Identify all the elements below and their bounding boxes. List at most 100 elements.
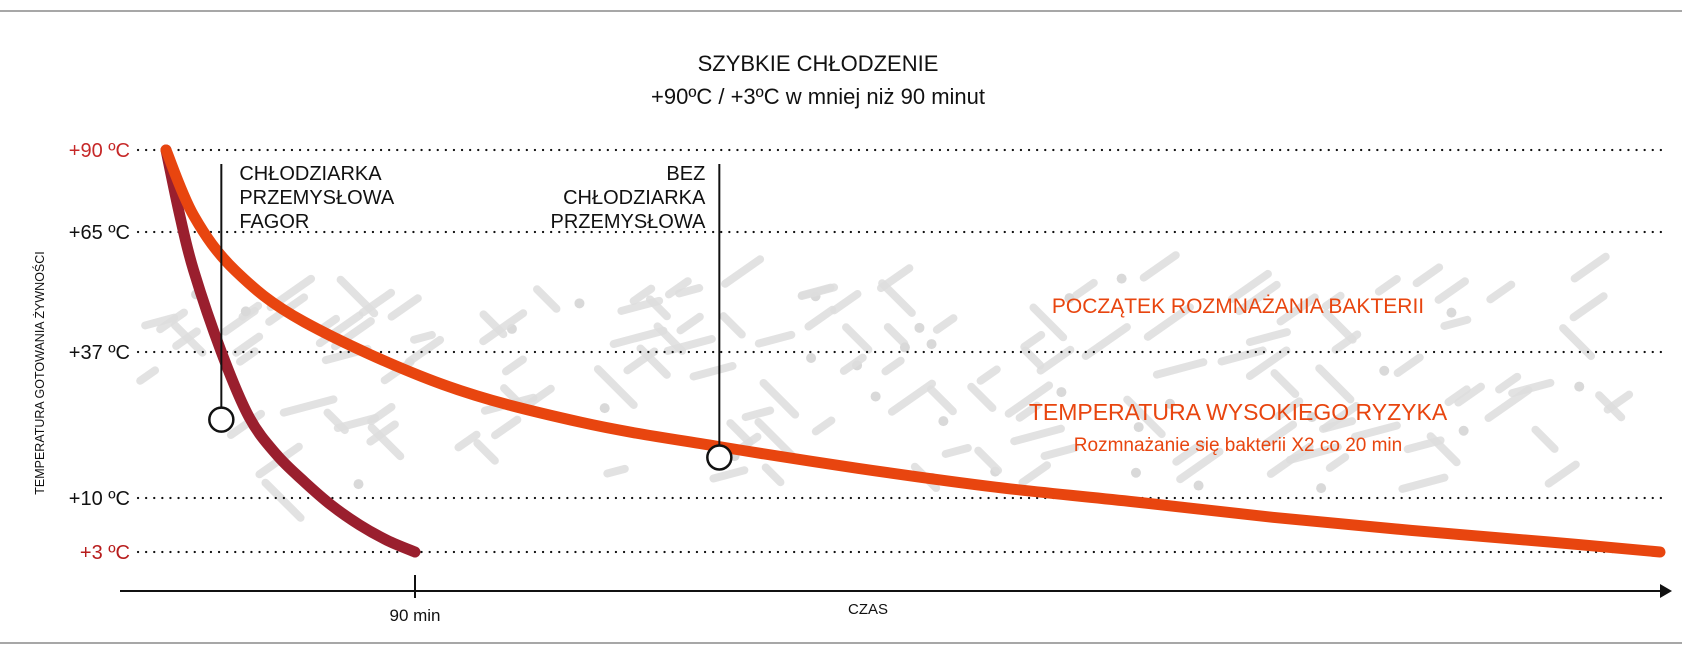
pattern-dash	[1398, 473, 1449, 493]
x-axis-label: CZAS	[848, 601, 888, 618]
pattern-dot	[599, 403, 610, 414]
pattern-dash	[404, 335, 445, 366]
pattern-dash	[1274, 397, 1304, 421]
pattern-dot	[899, 342, 910, 353]
pattern-dot	[353, 479, 364, 490]
pattern-dash	[1603, 390, 1634, 414]
chart-subtitle: +90ºC / +3ºC w mniej niż 90 minut	[651, 84, 985, 109]
pattern-dash	[1321, 291, 1345, 311]
pattern-dash	[721, 255, 765, 288]
pattern-dash	[1245, 328, 1291, 347]
pattern-dot	[1458, 425, 1469, 436]
pattern-dash	[830, 290, 862, 315]
marker-label-line: PRZEMYSŁOWA	[550, 211, 705, 233]
pattern-dash	[976, 365, 1001, 385]
pattern-dash	[491, 415, 522, 440]
pattern-dot	[574, 298, 585, 309]
pattern-dash	[603, 464, 629, 478]
pattern-dash	[323, 408, 349, 435]
pattern-dash	[1176, 447, 1224, 484]
pattern-dash	[387, 294, 422, 321]
pattern-dash	[1374, 275, 1401, 296]
pattern-dash	[1152, 358, 1208, 379]
pattern-dash	[804, 305, 837, 331]
pattern-dash	[932, 314, 958, 334]
pattern-dash	[1029, 303, 1068, 342]
annotation-text: Rozmnażanie się bakterii X2 co 20 min	[1074, 435, 1402, 456]
pattern-dash	[454, 430, 481, 452]
pattern-dash	[1235, 280, 1281, 316]
pattern-dash	[1531, 425, 1559, 453]
pattern-dash	[279, 395, 338, 417]
pattern-dash	[759, 378, 800, 419]
pattern-dot	[806, 352, 817, 363]
pattern-dash	[261, 478, 305, 522]
pattern-dash	[1454, 382, 1485, 407]
pattern-dash	[664, 277, 692, 299]
pattern-dash	[1559, 324, 1596, 361]
pattern-dash	[726, 419, 754, 447]
y-tick-label: +65 ºC	[69, 222, 130, 244]
pattern-dash	[754, 418, 799, 462]
pattern-dash	[1508, 378, 1555, 398]
x-tick-label: 90 min	[389, 606, 440, 625]
marker-label-line: CHŁODZIARKA	[563, 187, 706, 209]
pattern-dot	[914, 322, 925, 333]
pattern-dash	[501, 355, 527, 376]
annotations: POCZĄTEK ROZMNAŻANIA BAKTERII TEMPERATURA…	[1029, 295, 1448, 456]
y-tick-label: +90 ºC	[69, 140, 130, 162]
pattern-dash	[236, 347, 259, 366]
pattern-dash	[839, 353, 867, 375]
pattern-dash	[883, 323, 909, 348]
pattern-dash	[741, 406, 775, 422]
pattern-dash	[1040, 443, 1080, 460]
pattern-dash	[1270, 369, 1300, 398]
pattern-dash	[1440, 315, 1472, 330]
pattern-dash	[136, 366, 160, 385]
marker-label-line: FAGOR	[239, 211, 309, 233]
pattern-dash	[1010, 424, 1065, 446]
pattern-dash	[1319, 417, 1357, 433]
annotation-text: TEMPERATURA WYSOKIEGO RYZYKA	[1029, 399, 1448, 425]
series-lines	[160, 144, 1666, 558]
pattern-dash	[1434, 277, 1469, 304]
annotation-text: POCZĄTEK ROZMNAŻANIA BAKTERII	[1052, 295, 1424, 318]
pattern-dash	[842, 323, 873, 354]
gridlines	[136, 148, 1664, 554]
x-axis-arrow-icon	[1660, 584, 1672, 598]
series-line-2	[160, 144, 1666, 558]
pattern-dash	[754, 330, 796, 348]
pattern-dash	[358, 288, 396, 317]
pattern-dash	[1403, 436, 1445, 454]
pattern-dash	[1393, 353, 1424, 378]
marker-label-line: PRZEMYSŁOWA	[239, 187, 394, 209]
pattern-dash	[663, 335, 716, 355]
pattern-dash	[1143, 303, 1195, 341]
pattern-dash	[675, 284, 704, 298]
pattern-dash	[797, 283, 835, 300]
pattern-dash	[1072, 278, 1098, 300]
pattern-dash	[1570, 252, 1610, 283]
pattern-dot	[1316, 483, 1327, 494]
pattern-dot	[1306, 412, 1317, 423]
pattern-dash	[709, 466, 749, 483]
pattern-dash	[974, 446, 1003, 475]
pattern-dash	[1315, 364, 1355, 404]
pattern-dash	[1172, 439, 1206, 466]
pattern-dash	[941, 444, 972, 458]
pattern-dot	[938, 416, 949, 427]
pattern-dot	[1130, 467, 1141, 478]
pattern-dash	[226, 409, 266, 439]
pattern-dash	[629, 284, 656, 306]
pattern-dash	[1015, 401, 1041, 422]
y-tick-label: +37 ºC	[69, 342, 130, 364]
pattern-dash	[473, 439, 499, 465]
pattern-dash	[1261, 420, 1298, 448]
pattern-dash	[811, 416, 836, 436]
pattern-dash	[1276, 293, 1319, 326]
pattern-dash	[479, 310, 508, 339]
pattern-dot	[1133, 422, 1144, 433]
pattern-dash	[1350, 421, 1401, 441]
pattern-dash	[887, 379, 937, 416]
pattern-dot	[240, 306, 251, 317]
